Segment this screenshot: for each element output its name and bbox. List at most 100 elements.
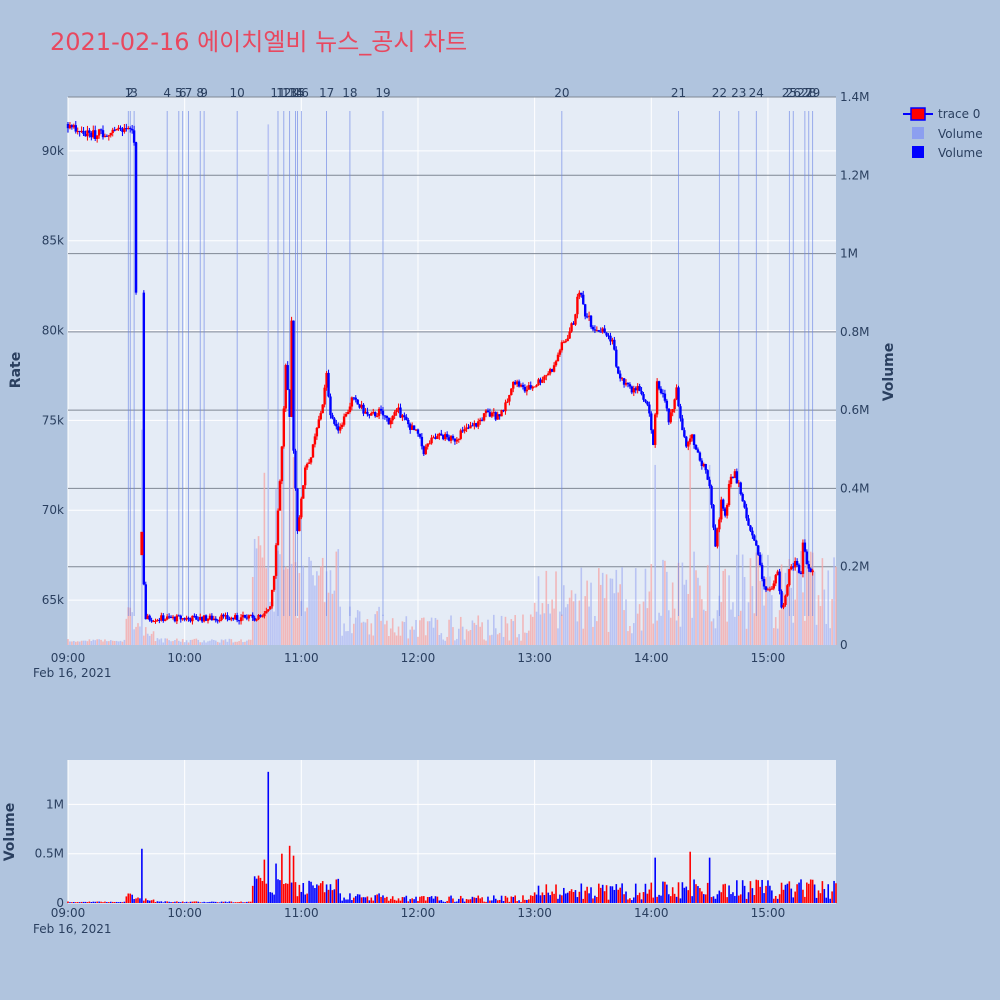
candle-body (566, 338, 569, 342)
lower-volume-bar (631, 900, 633, 903)
overlay-volume-bar (386, 620, 388, 645)
lower-volume-bar (115, 901, 118, 903)
candle-body (70, 125, 74, 128)
lower-volume-bar (401, 897, 404, 903)
lower-volume-bar (693, 879, 695, 903)
candle-body (714, 527, 717, 547)
candle-body (457, 438, 461, 440)
lower-volume-bar (434, 896, 437, 903)
overlay-volume-bar (802, 592, 804, 645)
lower-volume-bar (432, 898, 435, 903)
candle-body (751, 530, 754, 536)
candle-body (105, 135, 109, 137)
candle-body (770, 588, 774, 590)
candle-body (556, 354, 560, 362)
candle-body (270, 589, 274, 607)
overlay-volume-bar (701, 599, 703, 645)
overlay-volume-bar (244, 641, 246, 645)
lower-volume-bar (807, 883, 810, 903)
candle-body (265, 611, 268, 614)
lower-volume-bar (648, 889, 651, 903)
overlay-volume-tick-label: 0.8M (840, 325, 869, 339)
candle-body (202, 615, 206, 622)
lower-volume-bar (796, 884, 798, 903)
lower-volume-bar (815, 897, 818, 903)
lower-volume-bar (273, 894, 275, 903)
overlay-volume-bar (459, 616, 462, 645)
lower-volume-bar (683, 887, 686, 903)
candle-body (459, 430, 462, 439)
overlay-volume-tick-label: 1.4M (840, 90, 869, 104)
overlay-volume-bar (143, 635, 145, 645)
candle-body (628, 384, 632, 387)
candle-body (469, 425, 472, 429)
candle-body (568, 331, 571, 339)
candle-body (123, 128, 126, 132)
lower-volume-bar (564, 893, 567, 903)
lower-volume-bar (82, 901, 85, 903)
overlay-volume-bar (90, 641, 93, 645)
lower-volume-bar (399, 900, 402, 903)
overlay-volume-bar (263, 472, 266, 645)
lower-volume-bar (403, 897, 406, 903)
candle-body (605, 332, 608, 336)
candle-body (95, 135, 99, 139)
candle-body (595, 330, 599, 332)
candle-body (795, 561, 799, 566)
overlay-volume-bar (761, 553, 763, 645)
lower-volume-bar (479, 898, 481, 903)
candle-body (222, 614, 225, 617)
overlay-volume-bar (689, 441, 691, 645)
overlay-volume-bar (784, 572, 787, 645)
lower-volume-bar (67, 901, 69, 903)
candle-body (156, 619, 159, 621)
candle-body (414, 429, 418, 431)
lower-volume-bar (279, 880, 281, 903)
legend[interactable]: trace 0 Volume Volume (903, 107, 983, 160)
candle-body (272, 575, 276, 590)
candle-body (652, 430, 655, 445)
x-tick-label: 14:00 (634, 906, 669, 920)
overlay-volume-bar (372, 635, 375, 645)
lower-volume-bar (220, 901, 223, 903)
overlay-volume-bar (767, 554, 769, 645)
legend-item-volume-dark[interactable]: Volume (912, 146, 983, 160)
event-label: 9 (200, 86, 208, 100)
overlay-volume-bar (636, 613, 639, 645)
overlay-volume-bar (535, 611, 538, 645)
lower-volume-bar (304, 894, 307, 903)
lower-volume-bar (821, 881, 824, 903)
overlay-volume-bar (582, 628, 585, 645)
legend-item-trace0[interactable]: trace 0 (903, 107, 980, 121)
candle-body (107, 135, 111, 137)
lower-volume-bar (185, 901, 188, 903)
lower-volume-bar (772, 898, 775, 903)
candle-body (68, 125, 72, 129)
overlay-volume-bar (685, 579, 688, 645)
candle-body (762, 578, 766, 587)
overlay-volume-bar (644, 568, 647, 645)
overlay-volume-bar (619, 584, 621, 645)
lower-volume-bar (417, 900, 419, 903)
overlay-volume-bar (310, 560, 312, 645)
x-date-label-top: Feb 16, 2021 (33, 666, 112, 680)
lower-volume-tick-label: 0.5M (35, 847, 64, 861)
overlay-volume-bar (281, 449, 283, 645)
candle-body (603, 328, 606, 333)
overlay-volume-bar (829, 628, 831, 645)
candle-body (550, 369, 554, 372)
lower-volume-bar (473, 897, 476, 903)
overlay-volume-bar (251, 576, 254, 645)
candle-body (276, 510, 280, 546)
lower-volume-bar (96, 901, 98, 903)
overlay-volume-bar (800, 551, 802, 645)
lower-volume-axis: 0 0.5M 1M (35, 797, 64, 910)
overlay-volume-bar (584, 596, 586, 645)
overlay-volume-bar (376, 611, 378, 645)
candle-body (200, 616, 204, 622)
candle-body (127, 128, 130, 130)
legend-item-volume-light[interactable]: Volume (912, 127, 983, 141)
candle-body (494, 412, 497, 420)
overlay-volume-bar (506, 623, 509, 645)
overlay-volume-bar (632, 623, 635, 645)
